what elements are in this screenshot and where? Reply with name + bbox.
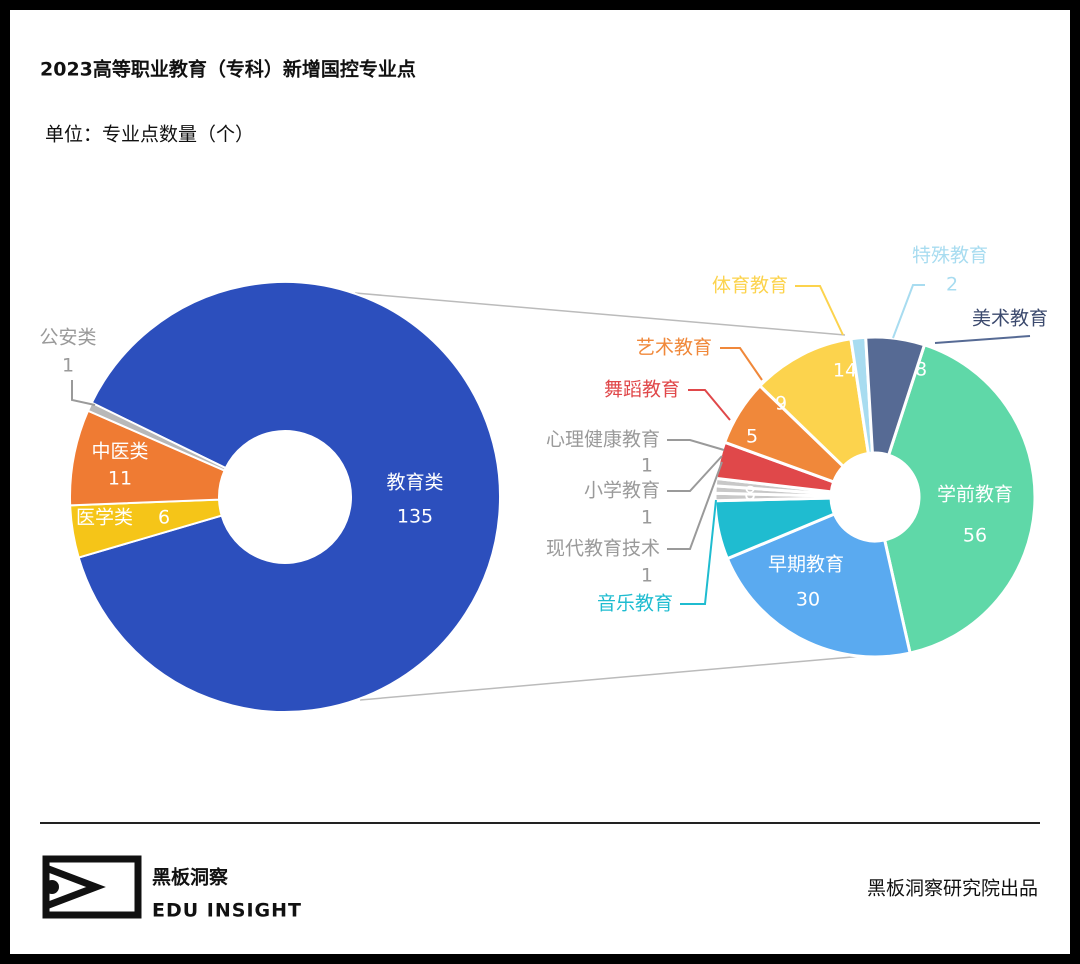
value-label: 6 xyxy=(158,507,170,529)
value-label: 1 xyxy=(641,565,653,587)
leader-line xyxy=(667,439,725,451)
tagline: EDU INSIGHT xyxy=(152,900,302,922)
slice-label: 教育类 xyxy=(386,472,443,494)
leader-line xyxy=(667,455,723,492)
slice-label: 心理健康教育 xyxy=(546,429,660,451)
slice-label: 特殊教育 xyxy=(912,245,988,267)
leader-line xyxy=(667,461,723,550)
slice-label: 体育教育 xyxy=(712,275,788,297)
value-label: 8 xyxy=(915,359,927,381)
leader-line xyxy=(688,389,731,421)
leader-line xyxy=(680,499,717,605)
value-label: 8 xyxy=(744,483,756,505)
slice-label: 音乐教育 xyxy=(597,593,673,615)
value-label: 2 xyxy=(946,274,958,296)
slice-label: 现代教育技术 xyxy=(546,538,660,560)
value-label: 135 xyxy=(397,506,433,528)
leader-line xyxy=(71,380,96,406)
slice-label: 艺术教育 xyxy=(636,337,712,359)
slice-label: 美术教育 xyxy=(972,308,1048,330)
slice-label: 医学类 xyxy=(76,507,133,529)
value-label: 56 xyxy=(963,525,987,547)
leader-line xyxy=(720,347,763,381)
value-label: 30 xyxy=(796,589,820,611)
value-label: 1 xyxy=(62,355,74,377)
slice-label: 小学教育 xyxy=(584,480,660,502)
slice-label: 早期教育 xyxy=(768,554,844,576)
leader-line xyxy=(795,285,844,336)
logo-dot xyxy=(45,880,59,894)
slice xyxy=(725,511,912,659)
connector xyxy=(354,292,846,336)
slice-label: 中医类 xyxy=(91,441,148,463)
connector xyxy=(359,654,876,701)
chart-title: 2023高等职业教育（专科）新增国控专业点 xyxy=(40,58,416,81)
chart-subtitle: 单位：专业点数量（个） xyxy=(45,124,254,146)
leader-line xyxy=(934,335,1031,344)
credit: 黑板洞察研究院出品 xyxy=(867,878,1038,900)
value-label: 5 xyxy=(746,426,758,448)
logo xyxy=(42,855,142,919)
slice xyxy=(864,335,927,458)
slice-label: 学前教育 xyxy=(937,484,1013,506)
value-label: 11 xyxy=(108,468,132,490)
brand: 黑板洞察 xyxy=(152,866,229,889)
value-label: 1 xyxy=(641,507,653,529)
slice-label: 舞蹈教育 xyxy=(604,379,680,401)
slice xyxy=(882,342,1037,655)
value-label: 14 xyxy=(833,360,857,382)
slice xyxy=(86,401,228,472)
value-label: 1 xyxy=(641,455,653,477)
leader-line xyxy=(892,284,925,339)
slice xyxy=(77,281,501,713)
value-label: 9 xyxy=(775,393,787,415)
slice-label: 公安类 xyxy=(39,327,96,349)
